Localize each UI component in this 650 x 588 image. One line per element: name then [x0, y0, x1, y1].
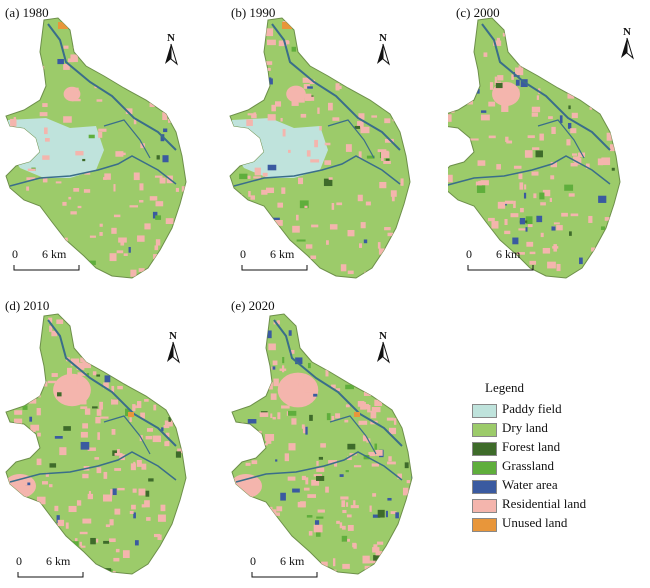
north-arrow-icon: N: [372, 330, 394, 364]
scale-zero-label: 0: [250, 554, 256, 568]
north-arrow-icon: N: [160, 32, 182, 66]
legend-label: Forest land: [502, 439, 561, 454]
scale-distance-label: 6 km: [496, 247, 521, 261]
panel-label: (e) 2020: [231, 298, 275, 313]
legend-label: Unused land: [502, 515, 568, 530]
legend-item-dry-land: Dry land: [472, 420, 642, 437]
north-label: N: [379, 32, 387, 44]
scale-bar: 0 6 km: [466, 247, 546, 277]
legend-swatch: [472, 423, 497, 437]
land-use-map: [229, 17, 411, 279]
north-label: N: [623, 26, 631, 38]
legend-swatch: [472, 461, 497, 475]
legend-item-residential-land: Residential land: [472, 496, 642, 513]
panel-e: (e) 2020 N 0 6 km: [226, 296, 441, 586]
scale-zero-label: 0: [240, 247, 246, 261]
scale-zero-label: 0: [12, 247, 18, 261]
scale-bar: 0 6 km: [250, 554, 330, 584]
north-arrow-icon: N: [616, 26, 638, 60]
land-use-map: [231, 313, 413, 575]
north-arrow-icon: N: [162, 330, 184, 364]
legend-item-paddy-field: Paddy field: [472, 401, 642, 418]
legend-item-forest-land: Forest land: [472, 439, 642, 456]
scale-bar: 0 6 km: [240, 247, 320, 277]
scale-distance-label: 6 km: [46, 554, 71, 568]
panel-b: (b) 1990 N 0 6 km: [224, 0, 439, 285]
land-use-map: [5, 17, 187, 279]
legend-swatch: [472, 404, 497, 418]
legend-swatch: [472, 442, 497, 456]
north-label: N: [169, 330, 177, 342]
scale-distance-label: 6 km: [270, 247, 295, 261]
scale-bar: 0 6 km: [12, 247, 92, 277]
scale-distance-label: 6 km: [42, 247, 67, 261]
scale-zero-label: 0: [466, 247, 472, 261]
scale-zero-label: 0: [16, 554, 22, 568]
legend-label: Residential land: [502, 496, 587, 511]
legend-item-water-area: Water area: [472, 477, 642, 494]
scale-distance-label: 6 km: [280, 554, 305, 568]
panel-label: (a) 1980: [5, 5, 49, 20]
legend-label: Water area: [502, 477, 558, 492]
legend-title: Legend: [485, 380, 524, 395]
panel-label: (d) 2010: [5, 298, 50, 313]
legend-label: Grassland: [502, 458, 554, 473]
legend-swatch: [472, 518, 497, 532]
legend-label: Dry land: [502, 420, 548, 435]
land-use-map: [5, 313, 187, 575]
north-arrow-icon: N: [372, 32, 394, 66]
legend: Legend Paddy field Dry land Forest land …: [472, 380, 642, 540]
panel-label: (b) 1990: [231, 5, 276, 20]
panel-a: (a) 1980 N 0 6 km: [0, 0, 215, 285]
land-use-map: [448, 17, 621, 279]
legend-swatch: [472, 499, 497, 513]
panel-c: (c) 2000 N 0 6 km: [448, 0, 648, 285]
panel-d: (d) 2010 N 0 6 km: [0, 296, 215, 586]
north-label: N: [379, 330, 387, 342]
panel-label: (c) 2000: [456, 5, 500, 20]
legend-item-grassland: Grassland: [472, 458, 642, 475]
legend-swatch: [472, 480, 497, 494]
legend-label: Paddy field: [502, 401, 562, 416]
north-label: N: [167, 32, 175, 44]
legend-item-unused-land: Unused land: [472, 515, 642, 532]
scale-bar: 0 6 km: [16, 554, 96, 584]
